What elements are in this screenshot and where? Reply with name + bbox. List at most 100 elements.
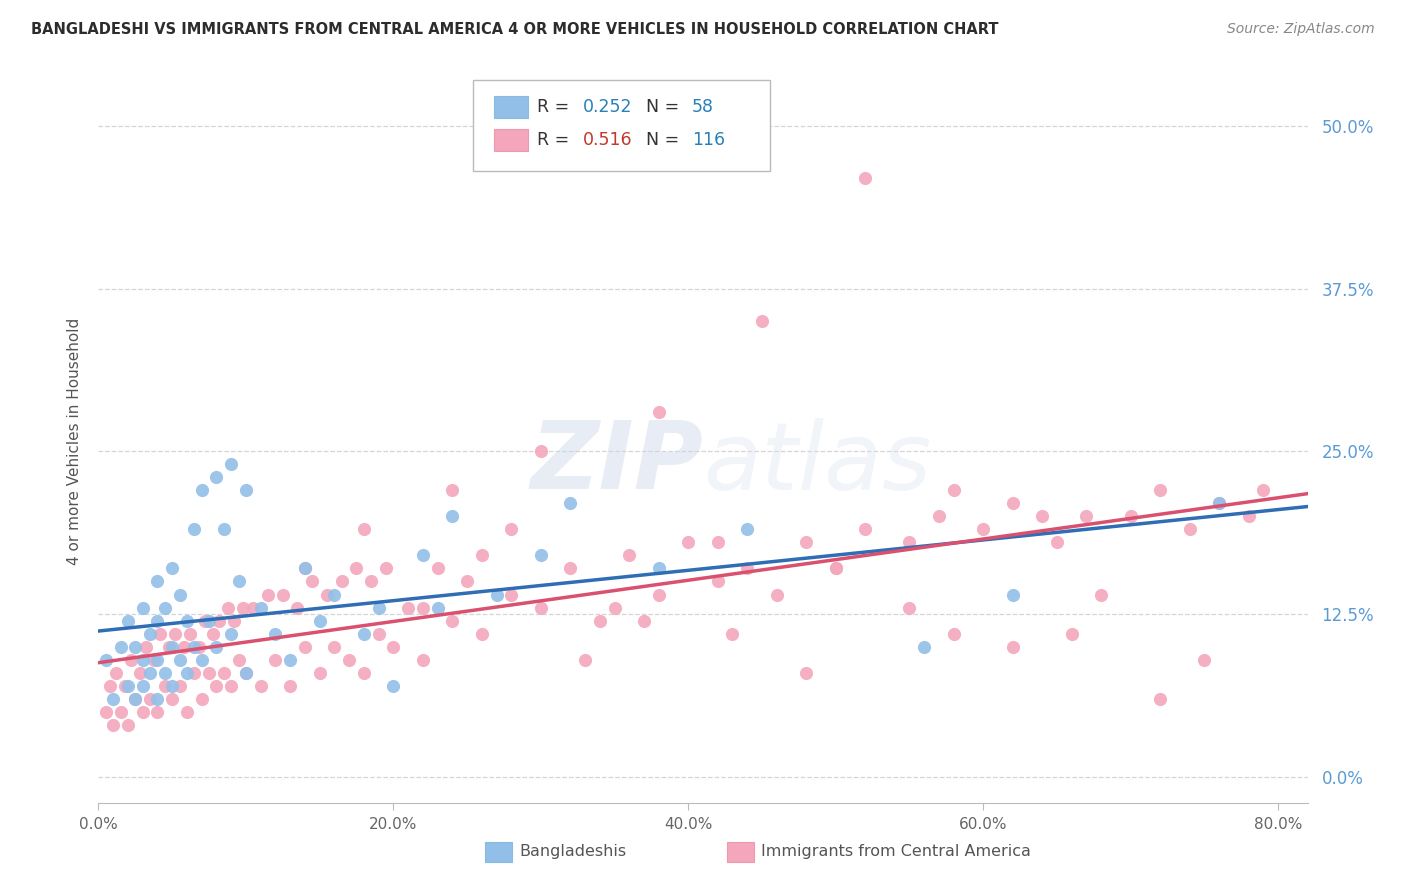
Point xyxy=(648,561,671,575)
Point xyxy=(1060,626,1083,640)
Point xyxy=(530,600,553,615)
Point xyxy=(105,665,128,680)
Text: R =: R = xyxy=(537,131,575,149)
Text: 116: 116 xyxy=(692,131,725,149)
Point xyxy=(160,691,183,706)
Point xyxy=(441,483,464,498)
Point xyxy=(131,652,153,666)
Point xyxy=(205,679,228,693)
Point xyxy=(249,679,271,693)
FancyBboxPatch shape xyxy=(494,96,527,118)
Point xyxy=(898,600,921,615)
Point xyxy=(264,652,287,666)
Point xyxy=(1149,691,1171,706)
Point xyxy=(94,652,117,666)
Point xyxy=(135,640,157,654)
FancyBboxPatch shape xyxy=(494,129,527,151)
Point xyxy=(1031,509,1053,524)
Point xyxy=(928,509,950,524)
Point xyxy=(139,665,162,680)
Point xyxy=(202,626,225,640)
Point xyxy=(219,626,242,640)
Point xyxy=(205,470,228,484)
Point xyxy=(735,561,758,575)
Text: Bangladeshis: Bangladeshis xyxy=(519,845,626,859)
Point xyxy=(222,614,245,628)
Point xyxy=(574,652,596,666)
FancyBboxPatch shape xyxy=(474,80,769,170)
Point xyxy=(146,574,169,589)
Point xyxy=(153,665,176,680)
Point xyxy=(1208,496,1230,510)
Point xyxy=(264,626,287,640)
Point xyxy=(131,705,153,719)
Point xyxy=(1149,483,1171,498)
Point xyxy=(1001,640,1024,654)
Point xyxy=(1208,496,1230,510)
Text: Immigrants from Central America: Immigrants from Central America xyxy=(761,845,1031,859)
Point xyxy=(194,614,217,628)
Point xyxy=(794,665,817,680)
Point xyxy=(603,600,626,615)
Point xyxy=(242,600,264,615)
Point xyxy=(187,640,209,654)
Point xyxy=(589,614,612,628)
Point xyxy=(765,587,787,601)
Point xyxy=(1253,483,1275,498)
Point xyxy=(190,483,212,498)
Point xyxy=(294,561,316,575)
Point xyxy=(101,717,124,731)
Text: 0.516: 0.516 xyxy=(583,131,633,149)
Point xyxy=(471,626,494,640)
Point xyxy=(165,626,187,640)
Point xyxy=(824,561,846,575)
Point xyxy=(353,665,375,680)
Point xyxy=(235,665,257,680)
Point xyxy=(1076,509,1098,524)
Point xyxy=(648,405,671,419)
Point xyxy=(382,679,405,693)
Point xyxy=(1090,587,1112,601)
Point xyxy=(149,626,172,640)
Point xyxy=(160,679,183,693)
Point xyxy=(179,626,201,640)
Point xyxy=(235,665,257,680)
Point xyxy=(198,614,221,628)
Point xyxy=(794,535,817,549)
Point xyxy=(412,652,434,666)
Point xyxy=(323,640,346,654)
Point xyxy=(228,652,250,666)
Point xyxy=(751,314,773,328)
Point xyxy=(94,705,117,719)
Point xyxy=(648,587,671,601)
Point xyxy=(117,679,139,693)
Point xyxy=(853,523,876,537)
Point xyxy=(972,523,994,537)
Point xyxy=(360,574,382,589)
Point xyxy=(1178,523,1201,537)
Point xyxy=(301,574,323,589)
Point xyxy=(124,640,146,654)
Point xyxy=(308,614,330,628)
Point xyxy=(198,665,221,680)
Point xyxy=(232,600,254,615)
Point xyxy=(205,640,228,654)
Point xyxy=(287,600,309,615)
Point xyxy=(217,600,239,615)
Point xyxy=(143,652,166,666)
Y-axis label: 4 or more Vehicles in Household: 4 or more Vehicles in Household xyxy=(67,318,83,566)
Point xyxy=(396,600,419,615)
Text: Source: ZipAtlas.com: Source: ZipAtlas.com xyxy=(1227,22,1375,37)
Point xyxy=(942,626,965,640)
FancyBboxPatch shape xyxy=(485,842,512,862)
Point xyxy=(346,561,368,575)
Point xyxy=(308,665,330,680)
Point xyxy=(412,600,434,615)
Point xyxy=(619,549,641,563)
Point xyxy=(353,626,375,640)
Point xyxy=(560,496,582,510)
Point xyxy=(146,652,169,666)
Point xyxy=(131,679,153,693)
Point xyxy=(1237,509,1260,524)
Point xyxy=(146,691,169,706)
